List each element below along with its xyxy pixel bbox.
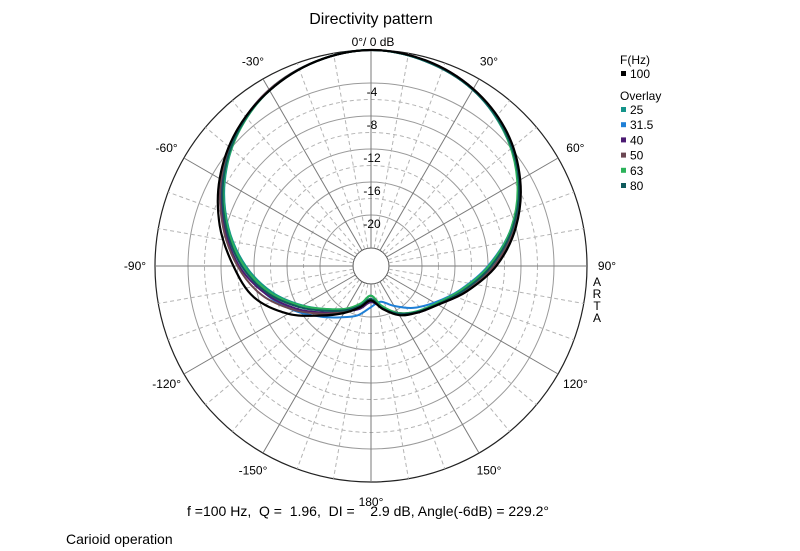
legend-swatch	[621, 122, 626, 128]
spoke-minor	[231, 100, 360, 253]
spoke-minor	[332, 53, 369, 249]
spoke-major	[262, 78, 363, 251]
reference-label: 0°/ 0 dB	[352, 35, 395, 49]
radial-tick-label: -12	[363, 151, 381, 165]
radial-tick-label: -4	[367, 85, 378, 99]
spoke-major	[386, 157, 559, 258]
spoke-major	[379, 281, 480, 454]
angle-tick-label: -120°	[152, 377, 181, 391]
watermark-letter: R	[593, 287, 602, 301]
inner-circle	[352, 247, 390, 285]
spoke-minor	[296, 62, 366, 250]
spoke-minor	[384, 277, 537, 406]
angle-tick-label: -150°	[239, 463, 268, 477]
legend-swatch	[621, 167, 626, 173]
spoke-major	[183, 274, 356, 375]
spoke-minor	[382, 100, 511, 253]
legend-label: 31.5	[630, 118, 654, 132]
spoke-minor	[167, 191, 355, 261]
radial-tick-label: -20	[363, 217, 381, 231]
legend-swatch	[621, 71, 626, 76]
angle-tick-label: 120°	[563, 377, 588, 391]
spoke-minor	[296, 282, 366, 470]
spoke-minor	[373, 283, 410, 479]
polar-grid	[154, 49, 588, 483]
spoke-minor	[376, 282, 446, 470]
angle-tick-label: 60°	[566, 141, 584, 155]
radial-tick-labels: -4 -8 -12 -16 -20	[363, 85, 381, 231]
spoke-minor	[387, 271, 575, 341]
chart-title: Directivity pattern	[309, 11, 433, 28]
angle-tick-label: -30°	[242, 55, 264, 69]
angle-tick-label: -90°	[124, 259, 146, 273]
legend-label: 40	[630, 133, 644, 147]
series-curve-100	[216, 48, 522, 317]
spoke-major	[386, 274, 559, 375]
legend-label: 63	[630, 164, 644, 178]
spoke-minor	[373, 53, 410, 249]
legend-header: F(Hz)	[620, 53, 650, 67]
watermark-letter: A	[593, 311, 601, 325]
spoke-minor	[158, 227, 354, 264]
spoke-minor	[388, 268, 584, 305]
spoke-major	[183, 157, 356, 258]
legend-swatch	[621, 107, 626, 112]
legend-swatch	[621, 152, 626, 158]
spoke-minor	[205, 277, 358, 406]
spoke-major	[379, 78, 480, 251]
watermark-letter: T	[593, 299, 601, 313]
stats-line: f =100 Hz, Q = 1.96, DI = 2.9 dB, Angle(…	[187, 503, 550, 519]
spoke-minor	[167, 271, 355, 341]
legend-label: 80	[630, 179, 644, 193]
angle-tick-label: 180°	[359, 495, 384, 509]
spoke-minor	[376, 62, 446, 250]
spoke-minor	[205, 126, 358, 255]
angle-tick-labels: 30° 60° 90° 120° 150° 180° -150° -120° -90° -60° -…	[124, 55, 616, 509]
spoke-minor	[231, 279, 360, 432]
legend-overlay-header: Overlay	[620, 89, 661, 103]
legend-label: 100	[630, 67, 650, 81]
spoke-minor	[388, 227, 584, 264]
spoke-minor	[387, 191, 575, 261]
watermark-letter: A	[593, 275, 601, 289]
legend-label: 25	[630, 103, 644, 117]
angle-tick-label: 150°	[477, 463, 502, 477]
spoke-minor	[382, 279, 511, 432]
angle-tick-label: 30°	[480, 55, 498, 69]
legend-swatch	[621, 137, 626, 143]
series-curve-80	[221, 49, 521, 315]
legend-label: 50	[630, 149, 644, 163]
angle-tick-label: 90°	[598, 259, 616, 273]
spoke-minor	[332, 283, 369, 479]
series-curves	[216, 48, 522, 319]
radial-tick-label: -8	[367, 118, 378, 132]
angle-tick-label: -60°	[156, 141, 178, 155]
legend-swatch	[621, 183, 626, 188]
radial-tick-label: -16	[363, 184, 381, 198]
caption: Carioid operation	[66, 531, 173, 547]
